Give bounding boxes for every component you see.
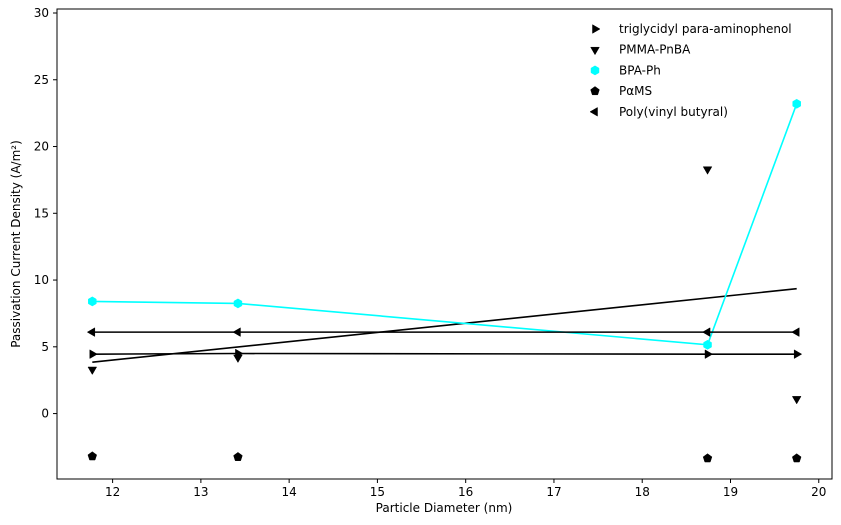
series-3 bbox=[87, 451, 802, 463]
y-tick-label: 30 bbox=[34, 6, 49, 20]
data-point bbox=[87, 451, 97, 461]
plot-area bbox=[86, 98, 803, 463]
x-tick-label: 20 bbox=[811, 485, 826, 499]
legend-label: PαMS bbox=[619, 84, 652, 98]
x-tick-label: 14 bbox=[282, 485, 297, 499]
y-axis-label: Passivation Current Density (A/m²) bbox=[9, 140, 23, 348]
data-point bbox=[232, 327, 241, 337]
data-point bbox=[86, 327, 96, 337]
x-tick-label: 19 bbox=[723, 485, 738, 499]
data-point bbox=[792, 453, 802, 463]
legend-marker bbox=[592, 24, 601, 34]
series-line bbox=[92, 103, 798, 346]
data-point bbox=[791, 327, 800, 337]
y-tick-label: 5 bbox=[41, 340, 49, 354]
data-point bbox=[793, 349, 803, 359]
legend-label: BPA-Ph bbox=[619, 63, 661, 77]
data-point bbox=[702, 166, 713, 175]
y-tick-label: 20 bbox=[34, 140, 49, 154]
x-axis-label: Particle Diameter (nm) bbox=[376, 501, 513, 515]
legend-label: PMMA-PnBA bbox=[619, 43, 691, 57]
data-point bbox=[233, 298, 243, 309]
data-point bbox=[702, 453, 713, 463]
x-tick-label: 13 bbox=[193, 485, 208, 499]
data-point bbox=[704, 349, 714, 359]
data-point bbox=[792, 98, 801, 109]
series-1 bbox=[87, 166, 802, 405]
x-tick-label: 16 bbox=[458, 485, 473, 499]
data-point bbox=[89, 349, 98, 359]
data-point bbox=[233, 452, 243, 461]
x-tick-label: 12 bbox=[105, 485, 120, 499]
plot-frame bbox=[56, 8, 833, 480]
series-4 bbox=[86, 327, 800, 337]
y-tick-label: 15 bbox=[34, 206, 49, 220]
x-axis: 12 13 14 15 16 17 18 19 20 bbox=[105, 479, 826, 499]
data-point bbox=[703, 339, 712, 350]
series-2 bbox=[88, 98, 801, 350]
series-line bbox=[92, 352, 797, 355]
data-point bbox=[233, 354, 243, 363]
x-tick-label: 17 bbox=[546, 485, 561, 499]
legend-label: Poly(vinyl butyral) bbox=[619, 105, 728, 119]
data-point bbox=[87, 366, 98, 376]
legend-marker bbox=[590, 65, 600, 76]
y-axis: 0 5 10 15 20 25 30 bbox=[34, 6, 57, 421]
y-tick-label: 25 bbox=[34, 73, 49, 87]
y-tick-label: 10 bbox=[34, 273, 49, 287]
legend-marker bbox=[590, 46, 600, 56]
x-tick-label: 18 bbox=[635, 485, 650, 499]
legend-label: triglycidyl para-aminophenol bbox=[619, 22, 792, 36]
data-point bbox=[702, 327, 711, 337]
data-point bbox=[88, 296, 97, 307]
x-tick-label: 15 bbox=[370, 485, 385, 499]
trend-line bbox=[92, 287, 797, 363]
y-tick-label: 0 bbox=[41, 407, 49, 421]
legend-marker bbox=[590, 86, 600, 96]
data-point bbox=[791, 396, 802, 405]
legend-marker bbox=[589, 107, 598, 117]
legend: triglycidyl para-aminophenol PMMA-PnBA BPA… bbox=[589, 22, 792, 119]
